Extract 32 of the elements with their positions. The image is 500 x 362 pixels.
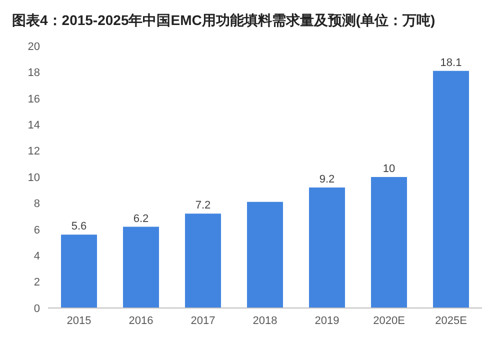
bar bbox=[371, 177, 407, 308]
chart-title: 图表4：2015-2025年中国EMC用功能填料需求量及预测(单位：万吨) bbox=[11, 11, 436, 30]
y-tick-label: 6 bbox=[34, 224, 40, 236]
y-tick-label: 16 bbox=[28, 93, 40, 106]
x-tick-label: 2020E bbox=[373, 314, 405, 327]
y-tick-label: 8 bbox=[34, 198, 40, 210]
y-tick-label: 20 bbox=[28, 40, 40, 53]
data-label: 9.2 bbox=[319, 173, 335, 186]
bar bbox=[433, 70, 469, 308]
x-tick-label: 2017 bbox=[190, 314, 216, 327]
x-tick-label: 2015 bbox=[66, 314, 92, 327]
bar bbox=[247, 202, 283, 308]
y-tick-label: 18 bbox=[28, 67, 40, 80]
x-tick-label: 2025E bbox=[435, 314, 467, 327]
data-label: 10 bbox=[382, 163, 396, 175]
bar bbox=[185, 214, 221, 308]
data-label: 6.2 bbox=[133, 212, 149, 225]
y-tick-label: 14 bbox=[28, 120, 40, 132]
data-label: 5.6 bbox=[71, 220, 87, 233]
y-tick-label: 0 bbox=[34, 302, 40, 315]
y-tick-label: 10 bbox=[28, 172, 40, 184]
y-tick-label: 4 bbox=[34, 250, 40, 263]
x-tick-label: 2016 bbox=[128, 314, 154, 327]
bar bbox=[123, 226, 159, 308]
y-tick-label: 2 bbox=[34, 276, 40, 289]
x-tick-label: 2019 bbox=[314, 314, 340, 327]
data-label: 7.2 bbox=[195, 200, 211, 212]
bar bbox=[61, 234, 97, 308]
x-tick-label: 2018 bbox=[252, 314, 278, 327]
data-label: 18.1 bbox=[440, 56, 462, 69]
bar bbox=[309, 187, 345, 308]
y-tick-label: 12 bbox=[28, 146, 40, 158]
